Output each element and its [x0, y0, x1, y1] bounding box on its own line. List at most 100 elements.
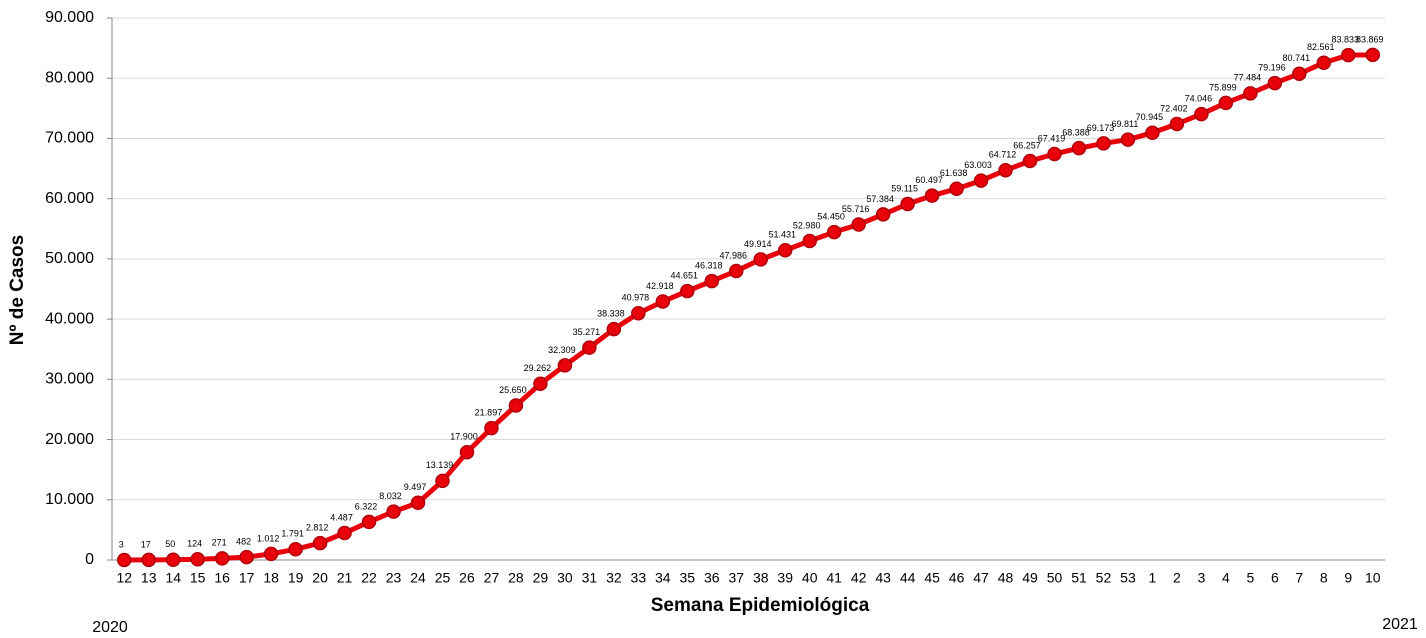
data-point	[361, 514, 377, 530]
data-point	[1341, 47, 1356, 63]
data-point	[1096, 136, 1111, 151]
data-point	[1022, 153, 1038, 169]
x-tick-label: 7	[1295, 570, 1303, 586]
y-tick-label: 10.000	[45, 491, 94, 508]
data-label: 44.651	[671, 270, 699, 280]
data-label: 35.271	[573, 327, 601, 337]
data-label: 482	[236, 536, 251, 546]
x-tick-label: 9	[1344, 570, 1352, 586]
data-point	[729, 263, 744, 279]
data-label: 54.450	[817, 211, 845, 221]
x-tick-label: 43	[875, 570, 891, 586]
x-tick-label: 2	[1173, 570, 1181, 586]
data-point	[973, 173, 989, 188]
y-tick-label: 0	[85, 551, 94, 568]
x-tick-label: 23	[386, 570, 402, 586]
data-point	[1194, 106, 1209, 122]
x-tick-label: 28	[508, 570, 524, 586]
data-label: 42.918	[646, 281, 674, 291]
y-axis-title: Nº de Casos	[7, 235, 28, 345]
data-point	[826, 224, 842, 240]
data-label: 67.419	[1038, 133, 1066, 143]
data-label: 124	[187, 539, 202, 549]
data-label: 17	[141, 539, 151, 549]
data-label: 25.650	[499, 385, 527, 395]
x-tick-label: 37	[728, 570, 744, 586]
data-point	[1292, 66, 1307, 82]
y-tick-label: 70.000	[45, 130, 94, 147]
data-point	[337, 525, 352, 541]
y-tick-label: 60.000	[45, 190, 94, 207]
x-tick-label: 1	[1149, 570, 1157, 586]
x-tick-label: 49	[1022, 570, 1038, 586]
data-label: 60.497	[915, 175, 943, 185]
x-tick-label: 10	[1365, 570, 1381, 586]
data-point	[900, 196, 915, 212]
x-tick-label: 8	[1320, 570, 1328, 586]
data-point	[998, 163, 1013, 178]
data-point	[239, 549, 254, 565]
x-tick-label: 51	[1071, 570, 1087, 586]
x-axis-title: Semana Epidemiológica	[651, 595, 870, 616]
data-point	[435, 473, 450, 489]
data-point	[557, 358, 573, 373]
x-tick-label: 50	[1047, 570, 1063, 586]
x-tick-label: 44	[900, 570, 916, 586]
data-label: 61.638	[940, 168, 968, 178]
x-tick-label: 3	[1197, 570, 1205, 586]
x-tick-label: 52	[1096, 570, 1112, 586]
data-point	[655, 294, 671, 309]
data-label: 66.257	[1013, 140, 1041, 150]
data-label: 80.741	[1283, 53, 1311, 63]
data-line	[124, 52, 1373, 563]
data-label: 70.945	[1136, 112, 1164, 122]
data-point	[631, 305, 646, 321]
y-tick-label: 90.000	[45, 9, 94, 26]
data-label: 64.712	[989, 150, 1017, 160]
x-tick-label: 42	[851, 570, 867, 586]
data-label: 2.812	[306, 522, 329, 532]
data-point	[949, 181, 964, 197]
x-tick-label: 25	[435, 570, 451, 586]
data-label: 1.791	[281, 529, 304, 539]
data-label: 3	[119, 539, 124, 549]
data-point	[680, 283, 695, 299]
data-label: 51.431	[768, 230, 796, 240]
x-tick-label: 17	[239, 570, 255, 586]
data-label: 21.897	[475, 408, 503, 418]
data-label: 40.978	[622, 293, 650, 303]
data-point	[386, 504, 401, 519]
x-tick-label: 48	[998, 570, 1014, 586]
y-tick-label: 40.000	[45, 310, 94, 327]
data-label: 6.322	[355, 501, 378, 511]
x-tick-label: 14	[165, 570, 181, 586]
x-tick-label: 16	[214, 570, 230, 586]
data-point	[214, 551, 230, 566]
x-tick-label: 24	[410, 570, 426, 586]
data-point	[1047, 146, 1062, 162]
x-tick-label: 12	[116, 570, 132, 586]
data-point	[1316, 55, 1332, 71]
data-point	[141, 552, 156, 568]
data-point	[606, 321, 622, 337]
x-tick-label: 19	[288, 570, 304, 586]
data-label: 69.173	[1087, 123, 1115, 133]
data-label: 79.196	[1258, 62, 1286, 72]
x-tick-label: 34	[655, 570, 671, 586]
data-point	[533, 376, 548, 392]
data-point	[1071, 140, 1087, 156]
x-tick-label: 5	[1246, 570, 1254, 586]
data-point	[1365, 47, 1381, 63]
data-label: 46.318	[695, 260, 723, 270]
x-tick-label: 29	[533, 570, 549, 586]
data-point	[1243, 86, 1258, 101]
x-tick-label: 18	[263, 570, 279, 586]
data-point	[459, 444, 475, 460]
x-tick-label: 40	[802, 570, 818, 586]
x-tick-label: 39	[777, 570, 793, 586]
data-point	[1267, 75, 1283, 91]
data-label: 77.484	[1234, 73, 1262, 83]
data-label: 82.561	[1307, 42, 1335, 52]
y-tick-label: 30.000	[45, 371, 94, 388]
data-label: 17.900	[450, 432, 478, 442]
